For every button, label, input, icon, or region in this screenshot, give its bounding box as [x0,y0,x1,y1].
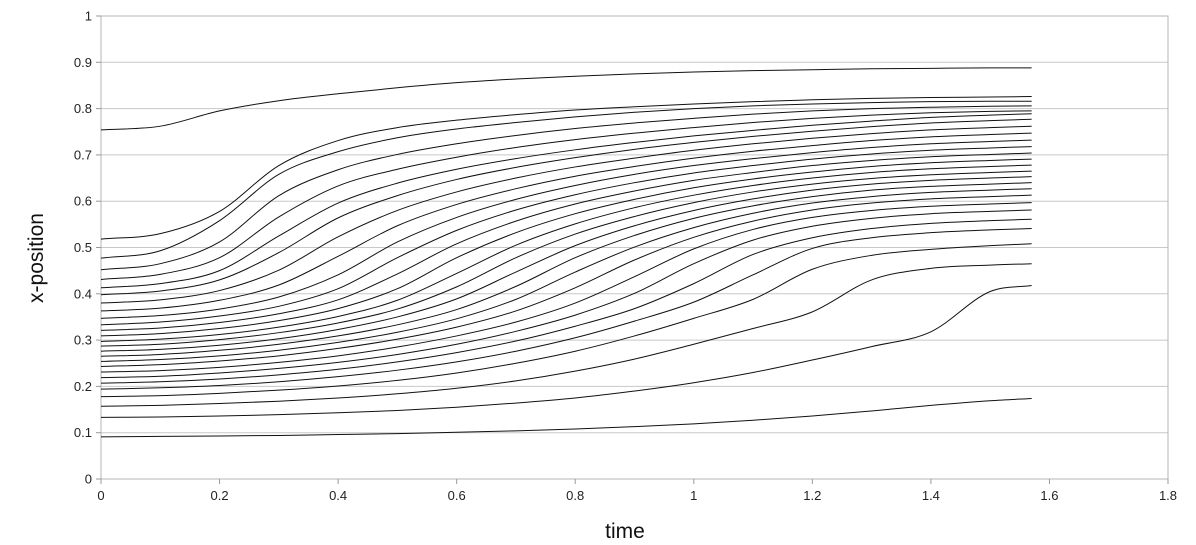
x-tick-label-9: 1.8 [1159,488,1177,503]
x-tick-label-1: 0.2 [211,488,229,503]
series-line-16 [100,152,1032,331]
series-lines [100,67,1032,438]
y-tick-label-3: 0.3 [74,333,92,348]
series-line-6 [100,218,1032,384]
series-line-19 [100,132,1032,312]
y-tick-label-10: 1 [85,9,92,24]
x-tick-label-5: 1 [690,488,697,503]
y-tick-label-0: 0 [85,472,92,487]
y-tick-label-4: 0.4 [74,286,92,301]
series-line-9 [100,194,1032,367]
series-line-12 [100,176,1032,352]
y-tick-label-8: 0.8 [74,101,92,116]
y-axis-ticks: 0 0.1 0.2 0.3 0.4 0.5 0.6 0.7 0.8 0.9 1 [74,9,101,487]
series-line-2 [100,284,1032,418]
x-axis-ticks: 0 0.2 0.4 0.6 0.8 1 1.2 1.4 1.6 1.8 [97,479,1177,503]
series-line-15 [100,158,1032,337]
series-line-8 [100,202,1032,373]
series-line-1 [100,397,1032,438]
series-line-25 [100,100,1032,259]
x-tick-label-8: 1.6 [1040,488,1058,503]
series-line-23 [100,110,1032,280]
series-line-18 [100,139,1032,319]
series-line-11 [100,182,1032,357]
series-line-7 [100,209,1032,379]
x-tick-label-7: 1.4 [922,488,940,503]
y-tick-label-2: 0.2 [74,379,92,394]
x-tick-label-0: 0 [97,488,104,503]
y-tick-label-5: 0.5 [74,240,92,255]
x-tick-label-4: 0.8 [566,488,584,503]
series-line-14 [100,164,1032,342]
series-line-27 [100,67,1032,131]
x-tick-label-2: 0.4 [329,488,347,503]
x-tick-label-6: 1.2 [803,488,821,503]
series-line-13 [100,170,1032,347]
series-line-26 [100,96,1032,240]
series-line-22 [100,113,1032,289]
y-tick-label-9: 0.9 [74,55,92,70]
y-tick-label-7: 0.7 [74,147,92,162]
x-tick-label-3: 0.6 [448,488,466,503]
series-line-24 [100,105,1032,271]
y-tick-label-6: 0.6 [74,194,92,209]
y-axis-title: x-position [25,213,48,303]
series-line-3 [100,263,1032,407]
series-line-17 [100,146,1032,326]
y-tick-label-1: 0.1 [74,425,92,440]
series-line-5 [100,228,1032,390]
series-line-4 [100,243,1032,398]
series-line-20 [100,125,1032,304]
x-axis-title: time [605,520,645,543]
series-line-21 [100,118,1032,296]
series-line-10 [100,188,1032,362]
